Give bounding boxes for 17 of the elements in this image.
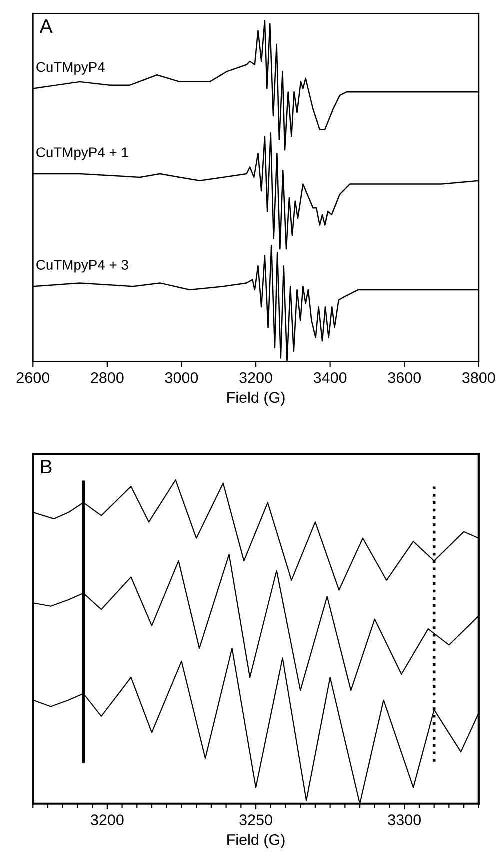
x-tick-label: 3300 <box>388 814 422 826</box>
x-tick-label: 3800 <box>462 372 496 384</box>
series-label: CuTMpyP4 + 1 <box>36 148 128 160</box>
x-tick-label: 2600 <box>16 372 50 384</box>
x-tick-label: 3200 <box>240 372 272 384</box>
x-tick-label: 2800 <box>91 372 124 384</box>
x-tick-label: 3600 <box>388 372 422 384</box>
chart-title: A <box>40 20 53 34</box>
x-tick-label: 3200 <box>91 814 124 826</box>
x-tick-label: 3000 <box>165 372 198 384</box>
x-axis-title: Field (G) <box>228 392 285 406</box>
series-label: CuTMpyP4 + 3 <box>36 260 128 273</box>
x-tick-label: 3400 <box>314 372 347 384</box>
x-tick-label: 3250 <box>240 814 272 826</box>
series-label: CuTMpyP4 <box>36 62 105 75</box>
x-axis-title: Field (G) <box>228 834 285 848</box>
chart-title: B <box>41 460 52 474</box>
